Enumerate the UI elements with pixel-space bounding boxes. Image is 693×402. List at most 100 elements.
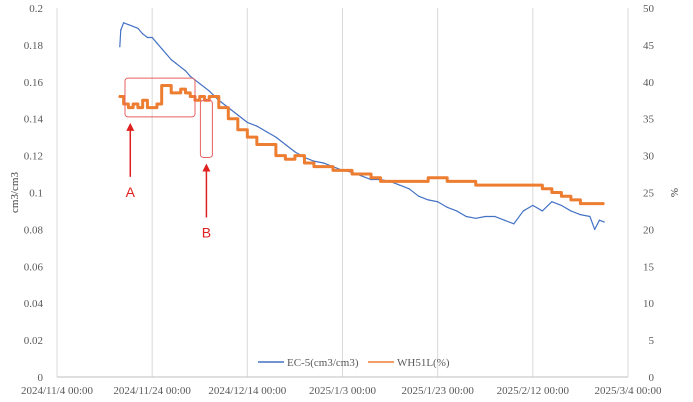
data-point — [132, 103, 134, 105]
chart-annotations: AB — [124, 77, 213, 240]
legend-label-ec5: EC-5(cm3/cm3) — [287, 357, 359, 369]
data-point — [484, 184, 486, 186]
y2-tick-label: 20 — [643, 224, 655, 236]
data-point — [175, 62, 177, 64]
data-point — [332, 169, 334, 171]
data-point — [360, 173, 363, 175]
data-point — [570, 210, 572, 212]
data-point — [389, 180, 391, 183]
data-point — [513, 184, 515, 186]
data-point — [218, 107, 220, 109]
data-point — [570, 199, 572, 201]
data-point — [446, 180, 448, 183]
y2-tick-label: 50 — [643, 3, 655, 15]
data-point — [456, 210, 458, 212]
data-point — [560, 204, 562, 207]
y-tick-label: 0 — [38, 372, 44, 384]
data-point — [237, 129, 239, 131]
data-point — [275, 155, 277, 157]
data-point — [456, 180, 458, 183]
data-point — [503, 184, 505, 186]
data-point — [142, 33, 144, 35]
data-point — [313, 160, 315, 162]
data-point — [151, 107, 153, 109]
data-point — [156, 103, 158, 105]
data-point — [127, 107, 129, 109]
data-point — [120, 29, 122, 31]
data-point — [203, 86, 206, 88]
data-point — [256, 143, 258, 146]
data-point — [475, 217, 477, 219]
data-point — [494, 215, 496, 218]
data-point — [127, 24, 129, 26]
data-point — [399, 184, 401, 186]
data-point — [170, 92, 172, 94]
data-point — [275, 136, 277, 138]
x-tick-labels: 2024/11/4 00:00 2024/11/24 00:00 2024/12/1… — [21, 385, 662, 397]
data-point — [142, 99, 144, 101]
data-point — [427, 199, 429, 201]
data-point — [603, 202, 605, 205]
y2-tick-label: 45 — [643, 40, 655, 52]
data-point — [522, 210, 524, 212]
data-point — [551, 201, 553, 203]
data-point — [418, 195, 420, 197]
chart-legend: EC-5(cm3/cm3) WH51L(%) — [258, 357, 450, 369]
data-point — [399, 180, 401, 183]
data-point — [579, 214, 582, 216]
data-point — [408, 188, 410, 190]
data-point — [284, 158, 286, 160]
data-point — [208, 90, 210, 92]
data-point — [532, 204, 534, 207]
data-point — [146, 107, 149, 109]
y-axis-label: cm3/cm3 — [9, 172, 21, 213]
data-point — [184, 92, 187, 94]
data-point — [494, 184, 496, 186]
data-point — [370, 177, 372, 179]
chart-axes — [56, 8, 629, 378]
data-point — [418, 180, 420, 183]
y-tick-label: 0.1 — [29, 188, 43, 200]
data-point — [208, 95, 210, 98]
data-point — [465, 215, 467, 218]
data-point — [199, 83, 201, 85]
data-point — [446, 206, 448, 208]
data-point — [165, 84, 168, 87]
data-point — [351, 173, 353, 175]
annotation-box-b — [199, 99, 213, 158]
data-point — [137, 27, 139, 29]
data-point — [284, 143, 286, 146]
data-point — [265, 131, 267, 133]
data-point — [246, 121, 248, 123]
chart-series — [118, 22, 605, 230]
data-point — [370, 178, 372, 181]
y2-tick-labels: 0 5 10 15 20 25 30 35 40 45 50 — [643, 3, 655, 384]
data-point — [475, 184, 477, 186]
data-point — [503, 219, 505, 221]
y2-tick-label: 15 — [643, 261, 655, 273]
data-point — [551, 191, 553, 194]
data-point — [541, 188, 543, 190]
data-point — [603, 221, 605, 223]
y-tick-label: 0.04 — [24, 298, 44, 310]
data-point — [256, 125, 258, 127]
data-point — [379, 180, 382, 183]
data-point — [265, 143, 267, 146]
data-point — [513, 223, 515, 225]
x-tick-label: 2025/3/4 00:00 — [595, 385, 662, 397]
data-point — [123, 103, 125, 105]
annotation-box-a — [124, 77, 196, 118]
y2-tick-label: 10 — [643, 298, 655, 310]
data-point — [560, 195, 562, 197]
data-point — [123, 22, 125, 24]
data-point — [589, 202, 591, 205]
data-point — [118, 95, 120, 98]
y-tick-label: 0.16 — [24, 77, 44, 89]
data-point — [237, 114, 239, 116]
y-tick-label: 0.02 — [24, 335, 43, 347]
x-tick-label: 2025/1/3 00:00 — [309, 385, 376, 397]
data-point — [151, 36, 153, 39]
x-tick-label: 2024/11/4 00:00 — [21, 385, 94, 397]
data-point — [532, 184, 534, 186]
data-point — [408, 180, 410, 183]
